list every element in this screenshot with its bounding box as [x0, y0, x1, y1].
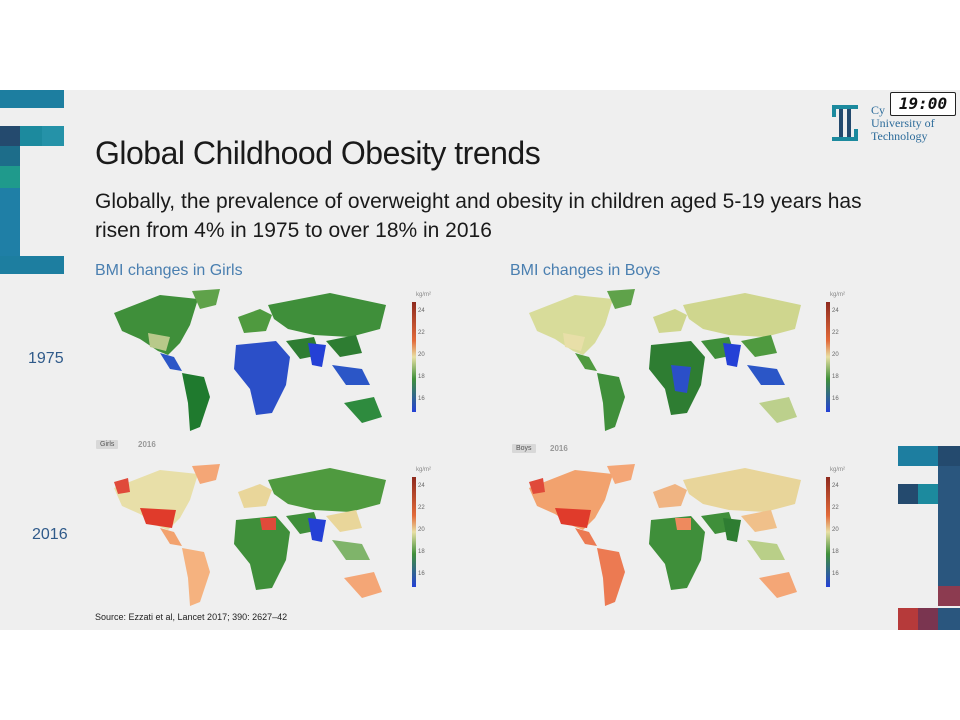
logo-line-3: Technology — [871, 129, 928, 143]
legend-girls-2016 — [412, 477, 416, 587]
map-tag-boys: Boys — [512, 444, 536, 453]
legend-tick: 16 — [832, 571, 839, 577]
legend-tick: 24 — [418, 483, 425, 489]
legend-tick: 20 — [418, 352, 425, 358]
map-tag-year-girls: 2016 — [138, 440, 156, 449]
logo-line-1: Cy — [871, 103, 886, 117]
map-tag-year-boys: 2016 — [550, 444, 568, 453]
legend-tick: 22 — [832, 330, 839, 336]
legend-tick: 20 — [832, 527, 839, 533]
map-girls-1975 — [114, 289, 386, 431]
logo-line-2: University of — [871, 116, 935, 130]
legend-tick: 16 — [418, 571, 425, 577]
source-citation: Source: Ezzati et al, Lancet 2017; 390: … — [95, 612, 288, 622]
clock-overlay: 19:00 — [890, 92, 956, 116]
legend-girls-1975 — [412, 302, 416, 412]
university-name: Cy University of Technology — [871, 104, 935, 143]
year-label-1975: 1975 — [28, 350, 64, 367]
girls-panel-label: BMI changes in Girls — [95, 262, 243, 279]
legend-tick: 22 — [418, 330, 425, 336]
university-logo-icon — [832, 105, 858, 141]
legend-tick: 18 — [418, 374, 425, 380]
legend-tick: 24 — [418, 308, 425, 314]
boys-panel-label: BMI changes in Boys — [510, 262, 661, 279]
slide-title: Global Childhood Obesity trends — [95, 135, 541, 171]
legend-unit: kg/m² — [830, 292, 845, 298]
legend-tick: 16 — [418, 396, 425, 402]
legend-tick: 20 — [418, 527, 425, 533]
slide-subtitle: Globally, the prevalence of overweight a… — [95, 190, 862, 242]
legend-tick: 16 — [832, 396, 839, 402]
map-girls-2016 — [114, 464, 386, 606]
legend-unit: kg/m² — [416, 467, 431, 473]
legend-unit: kg/m² — [416, 292, 431, 298]
legend-tick: 18 — [832, 549, 839, 555]
map-tag-girls: Girls — [96, 440, 119, 449]
map-boys-2016 — [529, 464, 801, 606]
legend-unit: kg/m² — [830, 467, 845, 473]
legend-tick: 22 — [418, 505, 425, 511]
legend-tick: 18 — [418, 549, 425, 555]
legend-tick: 24 — [832, 483, 839, 489]
legend-boys-2016 — [826, 477, 830, 587]
legend-tick: 20 — [832, 352, 839, 358]
legend-tick: 22 — [832, 505, 839, 511]
legend-boys-1975 — [826, 302, 830, 412]
legend-tick: 18 — [832, 374, 839, 380]
slide: Cy University of Technology 19:00 Global… — [0, 90, 960, 630]
legend-tick: 24 — [832, 308, 839, 314]
year-label-2016: 2016 — [32, 526, 68, 543]
map-boys-1975 — [529, 289, 801, 431]
